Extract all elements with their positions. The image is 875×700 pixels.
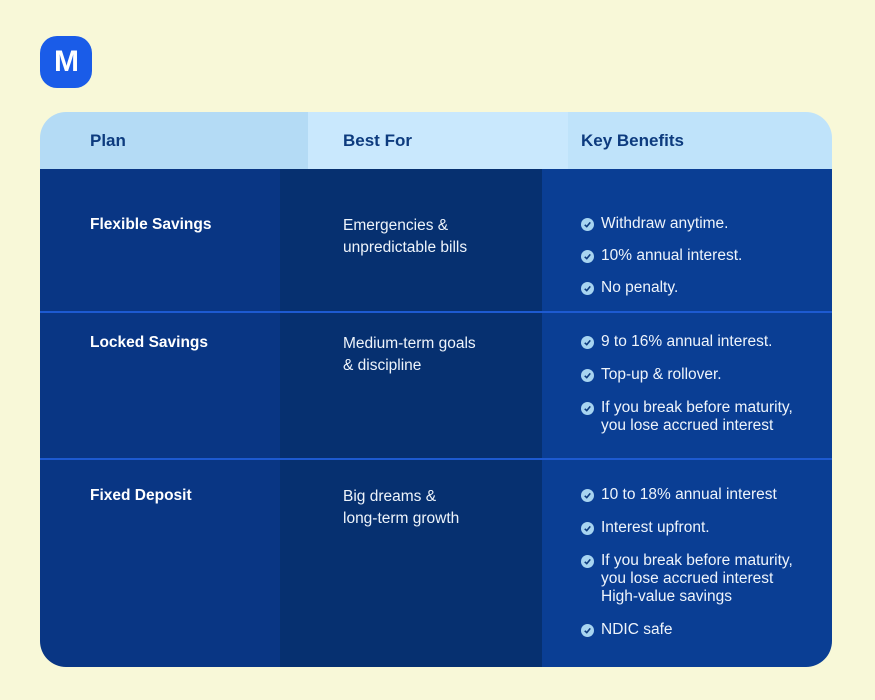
- table-row: Flexible Savings Emergencies & unpredict…: [40, 169, 832, 311]
- benefit-text: 9 to 16% annual interest.: [601, 333, 773, 350]
- benefit-text: If you break before maturity, you lose a…: [601, 552, 793, 605]
- column-header-best-for: Best For: [308, 112, 568, 169]
- check-circle-icon: [581, 488, 594, 502]
- check-circle-icon: [581, 623, 594, 637]
- check-circle-icon: [581, 281, 594, 295]
- best-for-text: Emergencies & unpredictable bills: [343, 217, 468, 256]
- benefit-text: NDIC safe: [601, 621, 673, 638]
- key-benefits-cell: 9 to 16% annual interest. Top-up & rollo…: [542, 313, 832, 458]
- table-row: Locked Savings Medium-term goals & disci…: [40, 313, 832, 458]
- key-benefits-cell: Withdraw anytime. 10% annual interest. N…: [542, 169, 832, 311]
- benefit-text: If you break before maturity, you lose a…: [601, 399, 793, 434]
- row-separator: [40, 458, 832, 460]
- benefit-item: No penalty.: [581, 279, 814, 297]
- best-for-text: Medium-term goals & discipline: [343, 335, 476, 374]
- benefit-item: 10% annual interest.: [581, 247, 814, 265]
- benefit-item: Withdraw anytime.: [581, 215, 814, 233]
- check-circle-icon: [581, 521, 594, 535]
- benefit-item: 9 to 16% annual interest.: [581, 333, 814, 351]
- benefit-text: No penalty.: [601, 279, 679, 296]
- column-header-key-benefits: Key Benefits: [568, 112, 832, 169]
- benefits-list: 10 to 18% annual interest Interest upfro…: [581, 486, 814, 639]
- best-for-text: Big dreams & long-term growth: [343, 488, 460, 527]
- check-circle-icon: [581, 217, 594, 231]
- benefit-item: 10 to 18% annual interest: [581, 486, 814, 504]
- benefit-item: If you break before maturity, you lose a…: [581, 552, 814, 606]
- row-separator: [40, 311, 832, 313]
- benefit-text: Top-up & rollover.: [601, 366, 722, 383]
- check-circle-icon: [581, 335, 594, 349]
- plan-name: Locked Savings: [90, 334, 209, 351]
- comparison-table: Plan Best For Key Benefits Flexible Savi…: [40, 112, 832, 667]
- benefit-text: Withdraw anytime.: [601, 215, 729, 232]
- check-circle-icon: [581, 368, 594, 382]
- plan-cell: Flexible Savings: [40, 169, 280, 311]
- table-header-row: Plan Best For Key Benefits: [40, 112, 832, 169]
- check-circle-icon: [581, 249, 594, 263]
- check-circle-icon: [581, 401, 594, 415]
- benefit-item: Interest upfront.: [581, 519, 814, 537]
- benefit-text: 10% annual interest.: [601, 247, 743, 264]
- plan-name: Fixed Deposit: [90, 487, 192, 504]
- check-circle-icon: [581, 554, 594, 568]
- benefit-text: 10 to 18% annual interest: [601, 486, 777, 503]
- best-for-cell: Medium-term goals & discipline: [280, 313, 542, 458]
- column-header-plan: Plan: [40, 112, 308, 169]
- benefit-item: If you break before maturity, you lose a…: [581, 399, 814, 435]
- benefit-text: Interest upfront.: [601, 519, 710, 536]
- brand-logo: M: [40, 36, 92, 88]
- table-row: Fixed Deposit Big dreams & long-term gro…: [40, 460, 832, 667]
- benefits-list: 9 to 16% annual interest. Top-up & rollo…: [581, 333, 814, 435]
- key-benefits-cell: 10 to 18% annual interest Interest upfro…: [542, 460, 832, 667]
- benefit-item: NDIC safe: [581, 621, 814, 639]
- benefits-list: Withdraw anytime. 10% annual interest. N…: [581, 215, 814, 297]
- plan-cell: Fixed Deposit: [40, 460, 280, 667]
- plan-cell: Locked Savings: [40, 313, 280, 458]
- best-for-cell: Big dreams & long-term growth: [280, 460, 542, 667]
- best-for-cell: Emergencies & unpredictable bills: [280, 169, 542, 311]
- benefit-item: Top-up & rollover.: [581, 366, 814, 384]
- plan-name: Flexible Savings: [90, 216, 212, 233]
- brand-logo-letter: M: [54, 45, 79, 78]
